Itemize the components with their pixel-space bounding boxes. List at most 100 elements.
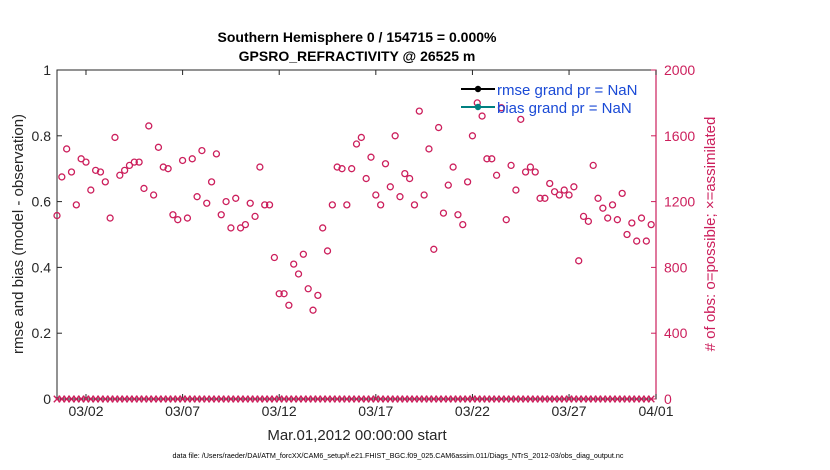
possible-obs-point — [348, 165, 356, 173]
possible-obs-point — [82, 158, 90, 166]
possible-obs-point — [604, 214, 612, 222]
possible-obs-point — [72, 201, 80, 209]
right-tick-label: 1200 — [664, 194, 695, 210]
possible-obs-point — [125, 161, 134, 170]
possible-obs-point — [275, 290, 283, 298]
possible-obs-point — [265, 201, 274, 209]
x-tick-label: 03/27 — [552, 403, 587, 419]
possible-obs-point — [362, 174, 370, 183]
x-tick-label: 03/22 — [455, 403, 490, 419]
possible-obs-point — [517, 115, 525, 123]
plot-area-border — [56, 69, 657, 400]
possible-obs-point — [463, 178, 472, 186]
possible-obs-point — [401, 169, 409, 178]
possible-obs-point — [536, 194, 544, 202]
possible-obs-point — [483, 155, 491, 163]
possible-obs-point — [178, 156, 187, 165]
possible-obs-point — [333, 163, 341, 171]
possible-obs-point — [396, 193, 404, 201]
possible-obs-series — [53, 99, 655, 314]
x-axis-label: Mar.01,2012 00:00:00 start — [267, 427, 447, 444]
plot-frame — [56, 69, 657, 400]
left-tick-label: 1 — [43, 62, 51, 78]
possible-obs-point — [444, 181, 452, 189]
possible-obs-point — [623, 230, 631, 239]
right-tick-label: 0 — [664, 391, 672, 407]
possible-obs-point — [570, 183, 578, 191]
right-tick-label: 400 — [664, 325, 688, 341]
possible-obs-point — [492, 171, 501, 179]
possible-obs-point — [120, 166, 129, 174]
possible-obs-point — [502, 216, 510, 224]
possible-obs-point — [434, 123, 443, 132]
possible-obs-point — [314, 291, 322, 300]
possible-obs-point — [357, 133, 365, 142]
possible-obs-point — [222, 197, 230, 206]
possible-obs-point — [280, 290, 288, 298]
possible-obs-point — [642, 237, 650, 245]
x-tick-label: 03/12 — [262, 403, 297, 419]
possible-obs-point — [391, 132, 399, 140]
possible-obs-point — [246, 199, 254, 207]
possible-obs-point — [478, 112, 486, 120]
possible-obs-point — [145, 122, 153, 130]
x-tick-label: 03/07 — [165, 403, 200, 419]
left-axis-ticks: 0 0.2 0.4 0.6 0.8 1 — [32, 62, 62, 407]
possible-obs-point — [140, 184, 148, 193]
x-tick-label: 04/01 — [638, 403, 673, 419]
possible-obs-point — [328, 201, 336, 209]
x-axis-ticks: 03/02 03/07 03/12 03/17 03/22 03/27 04/01 — [68, 70, 674, 419]
possible-obs-point — [256, 163, 264, 171]
x-tick-label: 03/17 — [358, 403, 393, 419]
possible-obs-point — [531, 168, 539, 176]
data-file-footer: data file: /Users/raeder/DAI/ATM_forcXX/… — [173, 451, 624, 460]
possible-obs-point — [116, 171, 124, 179]
possible-obs-point — [647, 220, 655, 229]
possible-obs-point — [377, 201, 385, 209]
possible-obs-point — [468, 132, 477, 140]
possible-obs-point — [425, 145, 433, 153]
possible-obs-point — [352, 140, 361, 148]
possible-obs-point — [608, 201, 617, 209]
possible-obs-point — [367, 153, 375, 161]
possible-obs-point — [285, 301, 293, 309]
possible-obs-point — [613, 216, 622, 224]
possible-obs-point — [87, 186, 95, 194]
possible-obs-point — [91, 166, 100, 174]
possible-obs-point — [63, 145, 71, 153]
possible-obs-point — [541, 194, 549, 202]
possible-obs-point — [236, 224, 245, 232]
left-tick-label: 0.4 — [32, 259, 52, 275]
possible-obs-point — [386, 183, 394, 191]
possible-obs-point — [294, 270, 303, 278]
possible-obs-point — [594, 194, 602, 202]
chart-title-line-2: GPSRO_REFRACTIVITY @ 26525 m — [239, 48, 476, 64]
right-axis-label: # of obs: o=possible; ×=assimilated — [702, 117, 719, 352]
possible-obs-point — [154, 143, 163, 151]
possible-obs-point — [193, 193, 201, 201]
possible-obs-point — [599, 204, 607, 212]
possible-obs-point — [430, 245, 438, 253]
possible-obs-point — [550, 188, 559, 196]
possible-obs-point — [565, 191, 573, 199]
possible-obs-point — [459, 220, 467, 229]
possible-obs-point — [159, 163, 167, 171]
possible-obs-point — [319, 224, 327, 232]
left-tick-label: 0.8 — [32, 128, 52, 144]
legend-rmse-label: rmse grand pr = NaN — [497, 82, 637, 99]
possible-obs-point — [304, 285, 312, 293]
legend-rmse-marker — [474, 85, 482, 93]
possible-obs-point — [149, 191, 158, 199]
possible-obs-point — [526, 163, 535, 171]
legend-bias-label: bias grand pr = NaN — [497, 100, 632, 117]
possible-obs-point — [309, 306, 317, 314]
possible-obs-point — [415, 107, 423, 115]
possible-obs-point — [164, 165, 172, 173]
possible-obs-point — [575, 257, 583, 265]
possible-obs-point — [299, 250, 308, 258]
possible-obs-point — [135, 158, 143, 166]
possible-obs-point — [174, 216, 182, 224]
possible-obs-point — [290, 260, 298, 268]
possible-obs-point — [546, 179, 554, 188]
